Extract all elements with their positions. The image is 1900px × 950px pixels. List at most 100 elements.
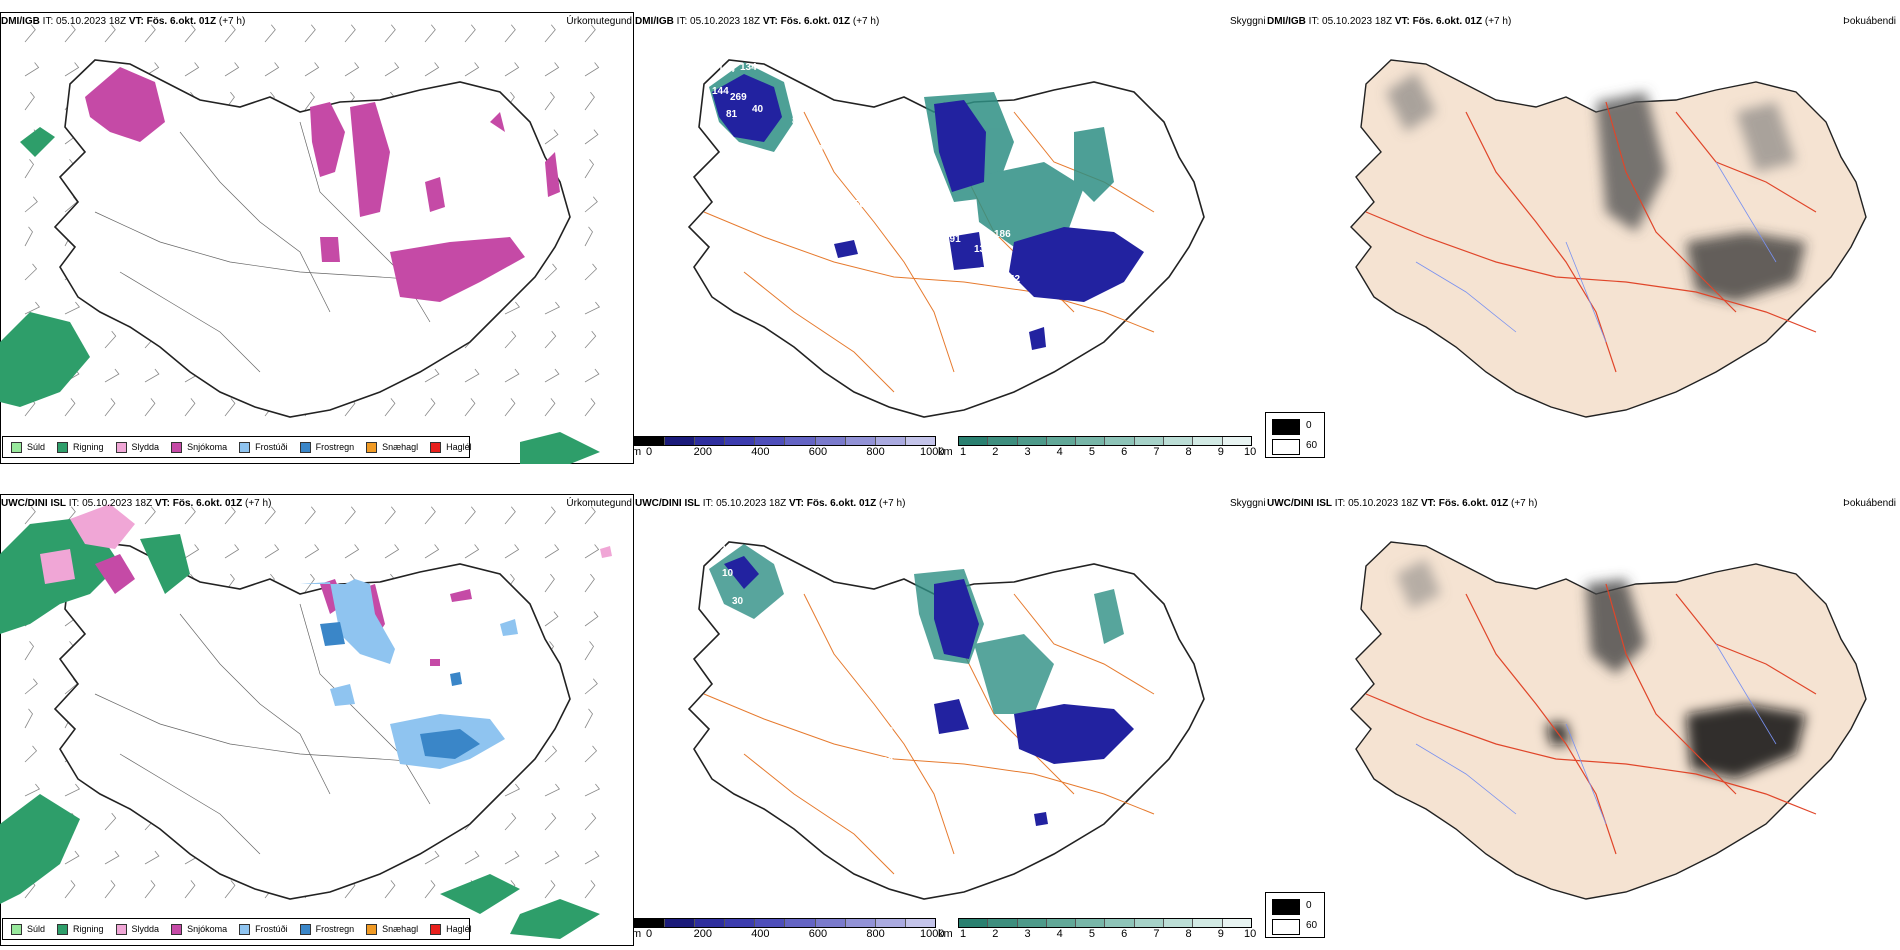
fog-legend-label: 0 xyxy=(1306,420,1312,431)
wind-barb xyxy=(24,62,40,77)
vis-ticks-row1: km 1 2 3 4 5 6 7 8 9 10 xyxy=(938,446,1258,460)
wind-barb xyxy=(584,708,593,729)
wind-barb xyxy=(544,398,556,417)
wind-barb xyxy=(424,62,440,77)
cloud-base-label: 82 xyxy=(882,726,894,737)
model-name: UWC/DINI ISL xyxy=(1267,498,1332,509)
it-label: IT: xyxy=(1308,16,1320,27)
colorbar-segment xyxy=(664,919,695,927)
legend-swatch xyxy=(115,441,127,453)
wind-barb xyxy=(544,544,560,559)
legend-item-0: Súld xyxy=(11,441,45,453)
vt-value: Fös. 6.okt. 01Z xyxy=(806,498,877,509)
cloud-base-label: 36 xyxy=(898,791,910,802)
legend-label: Slydda xyxy=(131,442,160,452)
wind-barb xyxy=(104,398,116,417)
wind-barb xyxy=(144,850,160,865)
vis-tick: 8 xyxy=(1185,928,1192,940)
cloud-base-label: 83 xyxy=(874,172,886,183)
wind-barb xyxy=(464,398,476,417)
colorbar-segment xyxy=(1075,437,1105,445)
model-name: DMI/IGB xyxy=(1,16,40,27)
wind-barb xyxy=(544,368,560,383)
roads-fog-row2 xyxy=(1365,583,1817,855)
wind-barb xyxy=(544,745,558,763)
legend-swatch xyxy=(430,441,442,453)
vis-title-row2: Skyggni xyxy=(1230,498,1266,509)
wind-barb xyxy=(504,544,520,559)
wind-barb xyxy=(24,263,38,281)
freezing-rain-areas-row2 xyxy=(320,622,480,759)
wind-barb xyxy=(24,783,41,797)
vis-tick: 8 xyxy=(1185,446,1192,458)
wind-barb xyxy=(504,24,516,43)
fog-map-row1[interactable] xyxy=(1266,12,1900,464)
legend-swatch xyxy=(366,441,378,453)
fog-map-row2[interactable] xyxy=(1266,494,1900,946)
wind-barb xyxy=(544,611,559,627)
freezing-drizzle-areas-row2 xyxy=(300,579,518,769)
colorbar-segment xyxy=(1045,437,1076,445)
it-value: 05.10.2023 18Z xyxy=(690,16,761,27)
rain-areas-row1 xyxy=(0,127,600,464)
legend-swatch xyxy=(430,923,442,935)
vis-tick: 9 xyxy=(1217,928,1224,940)
wind-barb xyxy=(544,24,556,43)
legend-item-5: Frostregn xyxy=(299,923,354,935)
wind-barb xyxy=(384,880,396,899)
colorbar-segment xyxy=(814,919,845,927)
cloud-base-label: 42 xyxy=(792,176,804,187)
precip-map-row1[interactable] xyxy=(0,12,636,464)
wind-barb xyxy=(184,506,196,525)
iceland-coast-row1 xyxy=(53,59,571,418)
it-value: 05.10.2023 18Z xyxy=(1348,498,1419,509)
colorbar-segment xyxy=(754,919,785,927)
snow-areas-row1 xyxy=(85,67,560,302)
wind-barb xyxy=(584,783,601,797)
wind-barb xyxy=(64,62,80,77)
wind-barb xyxy=(264,62,280,77)
wind-barb xyxy=(224,398,236,417)
cloud-base-label: 116 xyxy=(904,184,921,195)
ceiling-tick: 800 xyxy=(866,928,885,940)
wind-barb xyxy=(464,62,480,77)
wind-barb xyxy=(584,24,596,43)
precip-legend-row1: Súld Rigning Slydda Snjókoma Frostúði Frostre… xyxy=(2,436,472,458)
wind-barb xyxy=(504,301,521,315)
legend-label: Haglél xyxy=(446,442,472,452)
precip-map-row2[interactable] xyxy=(0,494,636,946)
wind-barb xyxy=(104,812,117,831)
wind-barb xyxy=(264,544,280,559)
wind-barb xyxy=(344,62,360,77)
ceiling-colorbar-row2 xyxy=(634,918,936,928)
legend-swatch xyxy=(171,441,183,453)
legend-swatch xyxy=(171,923,183,935)
cloud-base-label: 20 xyxy=(720,544,732,555)
ceiling-ticks-row1: m 0 200 400 600 800 1000 xyxy=(634,446,944,460)
lead-time: (+7 h) xyxy=(879,498,906,509)
colorbar-segment xyxy=(814,437,845,445)
colorbar-segment xyxy=(635,437,665,445)
legend-item-2: Slydda xyxy=(115,441,160,453)
wind-barb xyxy=(304,91,315,111)
cloud-base-label: 134 xyxy=(844,108,861,119)
wind-barb xyxy=(544,330,557,349)
wind-barb xyxy=(464,850,480,865)
vis-unit: km xyxy=(938,928,953,940)
legend-item-7: Haglél xyxy=(430,441,472,453)
wind-barb xyxy=(544,91,555,111)
legend-item-0: Súld xyxy=(11,923,45,935)
cloud-base-label: 116 xyxy=(866,741,883,752)
vis-tick: 6 xyxy=(1121,928,1128,940)
lead-time: (+7 h) xyxy=(218,16,246,27)
colorbar-segment xyxy=(1192,437,1222,445)
legend-label: Rigning xyxy=(73,442,104,452)
vis-tick: 3 xyxy=(1024,928,1031,940)
cloud-base-label: 71 xyxy=(904,666,916,677)
cloud-base-label: 20 xyxy=(839,92,851,103)
wind-barb xyxy=(184,398,196,417)
cloud-base-label: 130 xyxy=(974,244,991,255)
vis-tick: 3 xyxy=(1024,446,1031,458)
